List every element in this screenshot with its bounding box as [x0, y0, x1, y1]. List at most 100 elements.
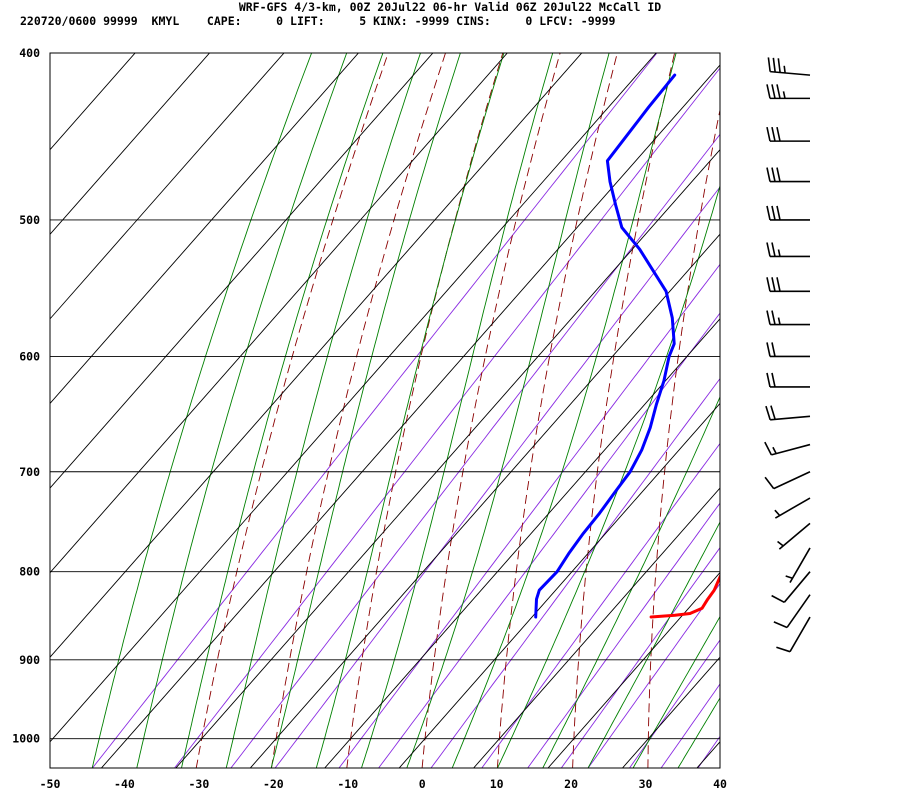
moist-adiabat-line [91, 53, 313, 768]
mixing-ratio-line [481, 442, 720, 768]
temperature-tick-label: -30 [188, 777, 209, 791]
mixing-ratio-line [338, 263, 720, 768]
wind-barb [766, 372, 810, 388]
wind-barb-flag [776, 167, 781, 182]
wind-barb-half-flag [777, 249, 781, 257]
wind-barb [766, 126, 810, 142]
wind-barb-flag [766, 242, 771, 257]
wind-barb [764, 441, 811, 456]
moist-adiabat-line [270, 53, 461, 768]
wind-barb-shaft [783, 571, 811, 603]
plot-frame [49, 52, 721, 769]
mixing-ratio-line [274, 186, 720, 768]
wind-barb-flag [771, 167, 776, 182]
wind-barb-flag [766, 205, 771, 221]
isotherm-line [50, 53, 434, 489]
isotherm-line [473, 487, 720, 768]
wind-barb-shaft [774, 497, 811, 519]
wind-barb-flag [771, 594, 785, 604]
wind-barb [766, 84, 810, 100]
mixing-ratio-line [560, 546, 720, 768]
wind-barb-flag [770, 405, 776, 420]
temperature-profile [649, 573, 720, 619]
isotherm-line [175, 148, 720, 768]
dry-adiabat-line [647, 107, 720, 768]
mixing-ratio-line [378, 312, 720, 768]
wind-barb-flag [765, 405, 771, 421]
wind-barb [764, 471, 811, 490]
mixing-ratio-line [230, 133, 720, 768]
wind-barb-flag [771, 205, 776, 221]
wind-barb-half-flag [782, 91, 786, 99]
wind-barb-flag [771, 372, 776, 388]
wind-barb-flag [776, 205, 781, 221]
temperature-tick-label: -20 [263, 777, 284, 791]
wind-barb-flag [766, 126, 771, 142]
wind-barb-shaft [770, 70, 811, 76]
wind-barb-flag [766, 310, 771, 325]
moist-adiabat-line [225, 53, 421, 768]
temperature-tick-label: 10 [490, 777, 504, 791]
mixing-ratio-line [628, 639, 720, 768]
dry-adiabat-line [195, 53, 389, 768]
wind-barb [766, 242, 810, 258]
wind-barb [777, 522, 811, 550]
isotherm-line [50, 53, 583, 658]
moist-adiabat-line [497, 184, 720, 768]
dry-adiabat-line [865, 15, 900, 783]
mixing-ratio-line [91, 53, 658, 768]
isotherm-line [100, 64, 720, 768]
isotherm-line [50, 53, 508, 574]
moist-adiabat-line [632, 615, 720, 768]
mixing-ratio-line [430, 377, 720, 768]
wind-barb-flag [771, 277, 776, 292]
pressure-tick-label: 1000 [12, 732, 40, 746]
wind-barb-flag [766, 372, 771, 388]
temperature-tick-label: 40 [713, 777, 727, 791]
temperature-tick-label: -10 [337, 777, 358, 791]
wind-barb [771, 571, 811, 604]
wind-barb-flag [766, 84, 771, 99]
wind-barb [766, 310, 810, 326]
wind-barbs [764, 57, 811, 653]
pressure-tick-label: 700 [19, 465, 40, 479]
isotherm-line [50, 53, 136, 151]
grid-lines [50, 53, 720, 768]
wind-barb [766, 167, 810, 183]
wind-barb-half-flag [777, 317, 781, 325]
isotherm-line [547, 571, 720, 768]
wind-barb-half-flag [774, 509, 781, 517]
wind-barb-flag [773, 621, 788, 629]
dry-adiabat-line [572, 53, 676, 768]
chart-title: WRF-GFS 4/3-km, 00Z 20Jul22 06-hr Valid … [239, 0, 661, 14]
temperature-tick-label: 0 [419, 777, 426, 791]
mixing-ratio-line [527, 502, 720, 768]
dry-adiabat-line [496, 53, 618, 768]
isotherm-line [50, 53, 211, 235]
wind-barb-flag [776, 126, 781, 142]
isotherm-line [398, 402, 720, 768]
dry-adiabat-line [723, 15, 797, 783]
moist-adiabat-line [406, 53, 610, 768]
isotherm-line [50, 53, 657, 743]
dry-adiabat-line [795, 15, 853, 783]
wind-barb-shaft [789, 616, 811, 653]
pressure-tick-label: 900 [19, 653, 40, 667]
pressure-tick-label: 800 [19, 565, 40, 579]
wind-barb-flag [771, 242, 776, 257]
wind-barb-flag [764, 476, 775, 490]
temperature-tick-label: -50 [40, 777, 61, 791]
wind-barb [766, 342, 810, 358]
dry-adiabats [195, 15, 900, 783]
isotherm-line [50, 53, 285, 320]
dewpoint-profile [534, 73, 677, 619]
mixing-ratio-lines [91, 53, 720, 768]
pressure-tick-label: 400 [19, 46, 40, 60]
pressure-tick-label: 600 [19, 349, 40, 363]
wind-barb-flag [771, 84, 776, 99]
wind-barb-shaft [773, 471, 811, 490]
wind-barb-half-flag [772, 446, 777, 454]
isotherm-line [50, 53, 360, 405]
moist-adiabat-line [677, 697, 720, 768]
moist-adiabat-line [181, 53, 384, 768]
